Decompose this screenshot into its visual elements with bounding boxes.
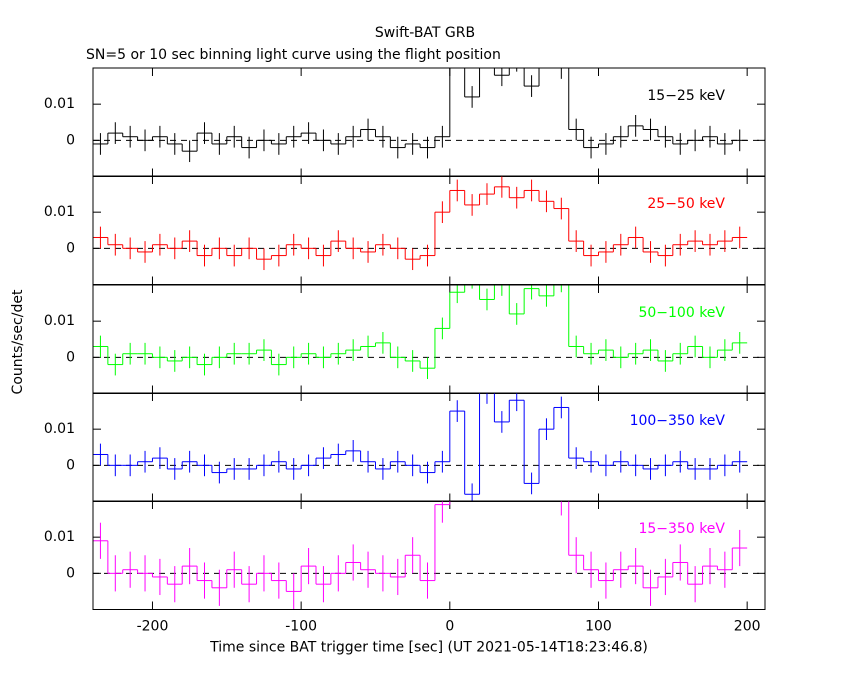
- panel-frame: [92, 67, 766, 177]
- y-tick-label: 0.01: [44, 204, 75, 220]
- y-tick-label: 0: [66, 240, 75, 256]
- x-axis-label: Time since BAT trigger time [sec] (UT 20…: [209, 640, 648, 656]
- y-axis-label: Counts/sec/det: [10, 289, 26, 394]
- x-tick-label: 200: [734, 619, 761, 635]
- y-tick-label: 0: [66, 132, 75, 148]
- y-tick-label: 0.01: [44, 421, 75, 437]
- x-tick-label: -200: [137, 619, 169, 635]
- chart-subtitle: SN=5 or 10 sec binning light curve using…: [86, 47, 501, 63]
- x-tick-label: 0: [445, 619, 454, 635]
- y-tick-label: 0.01: [44, 529, 75, 545]
- legend-label: 50−100 keV: [638, 305, 725, 321]
- legend-label: 100−350 keV: [630, 413, 726, 429]
- panel-frame: [92, 175, 766, 285]
- y-tick-label: 0: [66, 349, 75, 365]
- y-tick-label: 0: [66, 457, 75, 473]
- legend-label: 15−350 keV: [638, 521, 725, 537]
- y-tick-label: 0: [66, 565, 75, 581]
- series: [93, 176, 748, 271]
- y-tick-label: 0.01: [44, 313, 75, 329]
- panel-frame: [92, 392, 766, 502]
- chart-title: Swift-BAT GRB: [375, 25, 475, 41]
- series: [93, 68, 748, 163]
- legend-label: 25−50 keV: [647, 196, 725, 212]
- series: [93, 501, 748, 610]
- x-tick-label: -100: [285, 619, 317, 635]
- y-tick-label: 0.01: [44, 96, 75, 112]
- panel-frame: [92, 500, 766, 610]
- x-tick-label: 100: [585, 619, 612, 635]
- series: [93, 285, 748, 380]
- legend-label: 15−25 keV: [647, 88, 725, 104]
- series: [93, 393, 748, 502]
- panel-frame: [92, 284, 766, 394]
